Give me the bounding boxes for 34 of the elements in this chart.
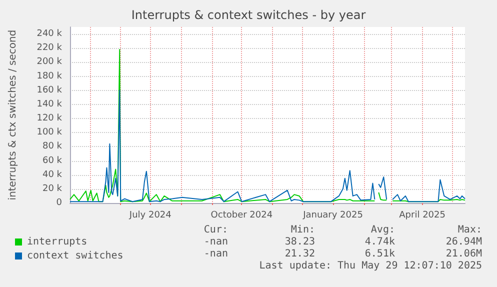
y-tick-label: 40 k — [42, 170, 63, 180]
legend-label: context switches — [27, 250, 124, 262]
text: 4.74k — [364, 236, 395, 248]
y-axis-title: interrupts & ctx switches / second — [8, 30, 18, 200]
y-tick-label: 80 k — [42, 142, 63, 152]
y-tick-label: 120 k — [36, 114, 63, 124]
x-tick-label: April 2025 — [399, 210, 446, 220]
text: Avg: — [370, 224, 395, 236]
y-tick-label: 100 k — [36, 128, 63, 138]
x-tick-label: October 2024 — [210, 210, 273, 220]
y-tick-label: 140 k — [36, 99, 63, 110]
text: 6.51k — [364, 248, 395, 260]
y-tick-label: 220 k — [36, 43, 63, 54]
text: Min: — [290, 224, 315, 236]
text: Max: — [458, 224, 482, 236]
text: 38.23 — [284, 236, 315, 248]
x-tick-label: January 2025 — [302, 210, 363, 220]
text: 26.94M — [446, 236, 482, 248]
text: 21.32 — [284, 248, 315, 260]
text: Last update: Thu May 29 12:07:10 2025 — [259, 260, 482, 272]
y-tick-label: 60 k — [42, 156, 63, 166]
legend-label: interrupts — [27, 236, 88, 248]
text: -nan — [204, 236, 228, 248]
text: Cur: — [204, 224, 228, 236]
y-tick-label: 20 k — [42, 184, 63, 194]
chart-title: Interrupts & context switches - by year — [131, 8, 366, 22]
y-tick-label: 0 — [56, 198, 62, 208]
text: 21.06M — [446, 248, 482, 260]
y-tick-label: 200 k — [36, 57, 63, 68]
y-tick-label: 180 k — [36, 71, 63, 82]
y-tick-label: 160 k — [36, 85, 63, 96]
x-tick-label: July 2024 — [128, 210, 172, 220]
y-tick-label: 240 k — [36, 29, 63, 40]
text: -nan — [204, 248, 228, 260]
